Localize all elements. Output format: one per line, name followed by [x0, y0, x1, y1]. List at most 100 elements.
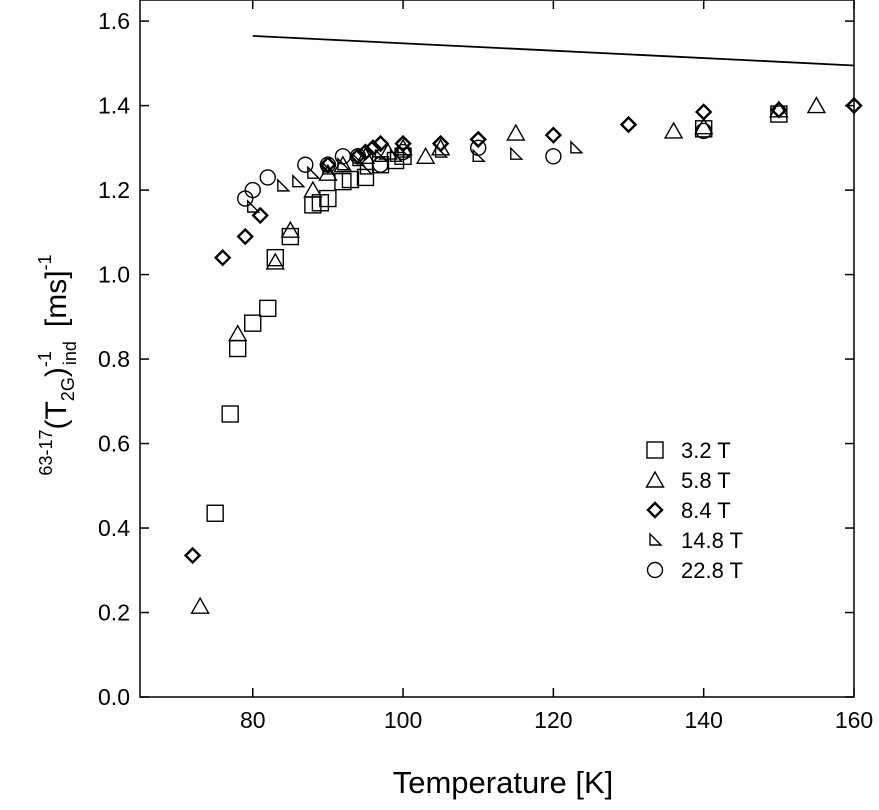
- legend: 3.2 T 5.8 T 8.4 T 14.8 T 22.8 T: [645, 438, 743, 583]
- data-point: [244, 181, 261, 199]
- y-tick-label: 0.2: [98, 600, 130, 626]
- y-label-main-sub: 2G: [58, 377, 78, 401]
- data-point: [183, 546, 202, 565]
- y-tick-label: 0.8: [98, 346, 130, 372]
- plot-frame: [139, 0, 855, 698]
- data-point: [695, 122, 712, 140]
- data-point: [280, 220, 301, 238]
- y-label-unit: [ms]: [40, 270, 73, 327]
- data-point: [694, 103, 713, 121]
- legend-label: 5.8 T: [681, 468, 731, 493]
- data-point: [244, 314, 262, 332]
- data-point: [693, 117, 714, 135]
- data-point: [259, 169, 276, 186]
- y-axis-ticks: 0.0 0.2 0.4 0.6 0.8 1.0 1.2 1.4 1.6: [98, 8, 854, 710]
- data-point: [319, 189, 337, 208]
- data-point: [349, 148, 367, 165]
- legend-marker: [645, 470, 665, 488]
- data-point: [770, 101, 788, 119]
- series-circle: [237, 122, 712, 207]
- data-point: [619, 115, 638, 134]
- data-point: [307, 165, 321, 179]
- data-point: [663, 121, 684, 139]
- series-square: [206, 105, 788, 522]
- data-point: [266, 248, 284, 267]
- data-point: [221, 405, 239, 423]
- x-tick-label: 120: [534, 707, 572, 733]
- y-tick-label: 1.6: [98, 8, 130, 34]
- series-diamond: [183, 96, 863, 565]
- data-point: [228, 324, 248, 342]
- data-point: [259, 299, 277, 318]
- data-point: [303, 180, 323, 198]
- legend-label: 22.8 T: [681, 558, 743, 583]
- data-point: [236, 227, 254, 246]
- data-point: [374, 148, 389, 162]
- x-tick-label: 100: [384, 707, 422, 733]
- data-point: [247, 199, 261, 213]
- legend-marker: [649, 532, 663, 546]
- legend-marker: [646, 501, 664, 519]
- y-tick-label: 0.0: [98, 684, 130, 710]
- data-point: [277, 178, 291, 192]
- y-label-close-sup: -1: [35, 351, 55, 367]
- y-tick-label: 1.4: [98, 93, 130, 119]
- legend-marker: [646, 441, 664, 459]
- data-point: [397, 144, 411, 158]
- data-point: [265, 252, 285, 270]
- data-point: [371, 134, 390, 153]
- data-point: [845, 96, 863, 115]
- y-label-main: (T: [40, 401, 73, 429]
- data-point: [694, 120, 713, 138]
- reference-line: [252, 35, 855, 67]
- data-point: [434, 144, 449, 158]
- y-label-close-sub: ind: [60, 341, 80, 365]
- data-point: [394, 143, 412, 161]
- x-tick-label: 140: [684, 707, 722, 733]
- y-tick-label: 0.6: [98, 431, 130, 457]
- data-point: [372, 156, 389, 173]
- x-axis-ticks: 80 100 120 140 160: [240, 0, 873, 733]
- y-label-unit-sup: -1: [35, 254, 55, 270]
- data-point: [229, 339, 247, 358]
- data-point: [470, 139, 487, 157]
- legend-label: 3.2 T: [681, 438, 731, 463]
- data-point: [251, 206, 269, 225]
- data-point: [506, 123, 526, 141]
- data-point: [292, 173, 306, 188]
- series-right-triangle: [247, 140, 584, 213]
- legend-label: 8.4 T: [681, 498, 731, 523]
- x-axis-title: Temperature [K]: [393, 765, 614, 800]
- data-point: [297, 156, 314, 173]
- y-axis-title: 63-17(T2G)-1 ind[ms]-1: [35, 254, 80, 475]
- y-label-prefix: 63-17: [36, 430, 56, 476]
- data-point: [356, 168, 375, 187]
- data-point: [213, 248, 232, 267]
- y-tick-label: 1.0: [98, 262, 130, 288]
- data-point: [322, 161, 336, 175]
- data-markers: [183, 96, 863, 614]
- data-point: [364, 139, 382, 157]
- data-point: [359, 161, 374, 175]
- legend-label: 14.8 T: [681, 528, 743, 553]
- y-tick-label: 1.2: [98, 177, 130, 203]
- data-point: [206, 504, 224, 522]
- data-point: [469, 130, 487, 149]
- data-point: [352, 152, 366, 167]
- x-tick-label: 80: [240, 707, 266, 733]
- data-point: [510, 146, 524, 160]
- data-point: [190, 596, 210, 614]
- data-point: [570, 140, 584, 154]
- data-point: [770, 105, 788, 123]
- data-point: [415, 146, 436, 164]
- data-point: [545, 148, 562, 165]
- legend-marker: [646, 561, 664, 579]
- data-point: [333, 155, 353, 173]
- data-point: [319, 156, 337, 173]
- x-tick-label: 160: [835, 707, 873, 733]
- y-tick-label: 0.4: [98, 515, 130, 541]
- y-label-close: ): [40, 367, 73, 377]
- data-point: [806, 96, 827, 114]
